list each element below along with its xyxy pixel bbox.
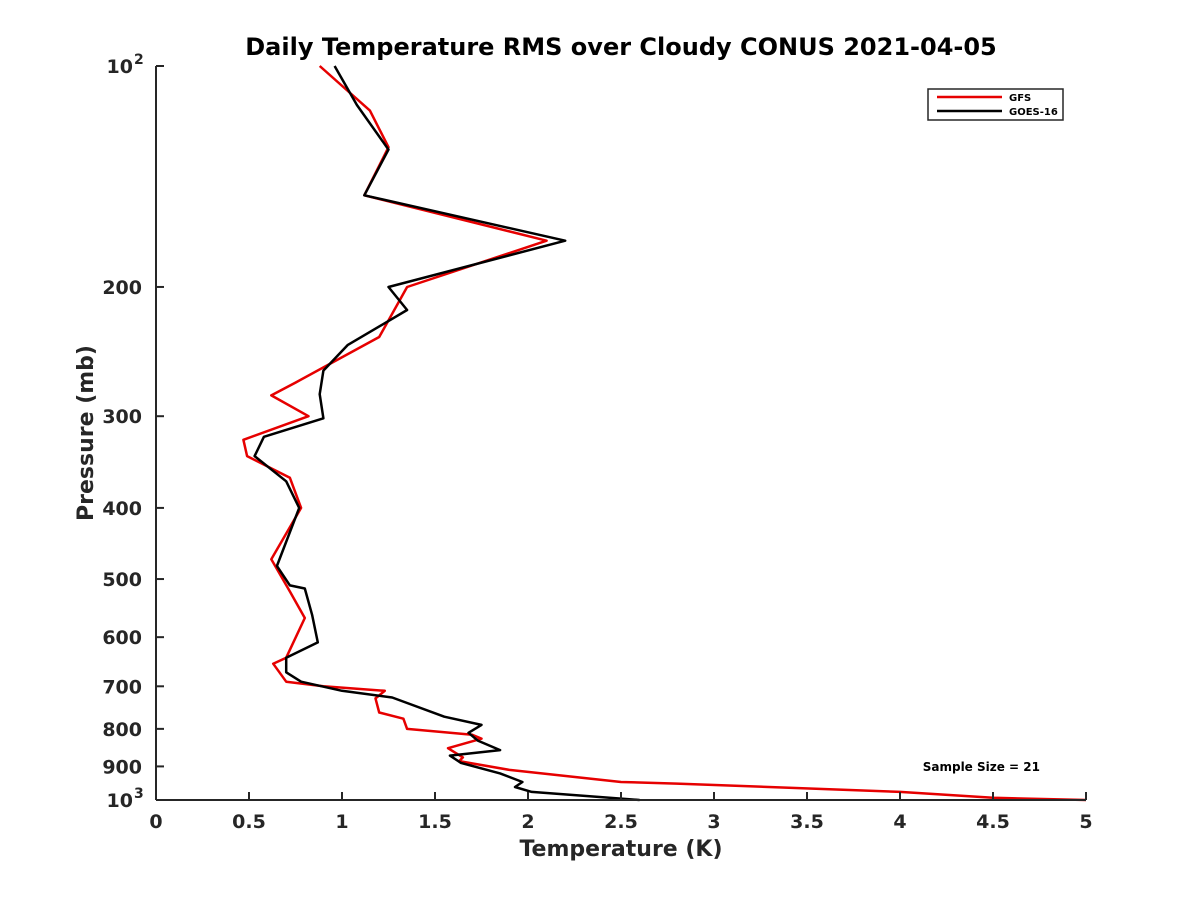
chart-title: Daily Temperature RMS over Cloudy CONUS … (245, 33, 997, 61)
y-tick-label: 10 (107, 56, 133, 78)
x-ticks: 0 0.5 1 1.5 2 2.5 3 3.5 4 4.5 5 (149, 792, 1093, 833)
x-axis-label: Temperature (K) (519, 837, 722, 862)
x-tick-label: 3.5 (790, 811, 824, 833)
x-tick-label: 4 (893, 811, 906, 833)
x-tick-label: 1 (335, 811, 348, 833)
legend-box (927, 88, 1064, 121)
y-tick-exponent: 3 (134, 786, 144, 802)
y-tick-label: 300 (102, 406, 142, 428)
x-tick-label: 0.5 (232, 811, 266, 833)
y-tick-label: 200 (102, 277, 142, 299)
series-line-goes-16 (253, 65, 640, 802)
x-tick-label: 2.5 (604, 811, 638, 833)
legend: GFS GOES-16 (927, 88, 1064, 121)
y-tick-label: 10 (107, 790, 133, 812)
x-tick-label: 3 (707, 811, 720, 833)
y-tick-label: 900 (102, 756, 142, 778)
x-tick-label: 1.5 (418, 811, 452, 833)
y-tick-exponent: 2 (134, 52, 144, 68)
x-tick-label: 4.5 (976, 811, 1010, 833)
y-tick-label: 500 (102, 569, 142, 591)
y-tick-label: 700 (102, 676, 142, 698)
y-tick-label: 600 (102, 627, 142, 649)
x-tick-label: 5 (1079, 811, 1092, 833)
legend-label-gfs: GFS (1009, 93, 1031, 104)
y-axis-label: Pressure (mb) (74, 345, 99, 521)
sample-size-annotation: Sample Size = 21 (923, 760, 1040, 774)
y-tick-label: 800 (102, 719, 142, 741)
y-tick-label: 400 (102, 498, 142, 520)
series-layer (242, 65, 1087, 802)
legend-label-goes16: GOES-16 (1009, 107, 1058, 118)
x-tick-label: 2 (521, 811, 534, 833)
x-tick-label: 0 (149, 811, 162, 833)
